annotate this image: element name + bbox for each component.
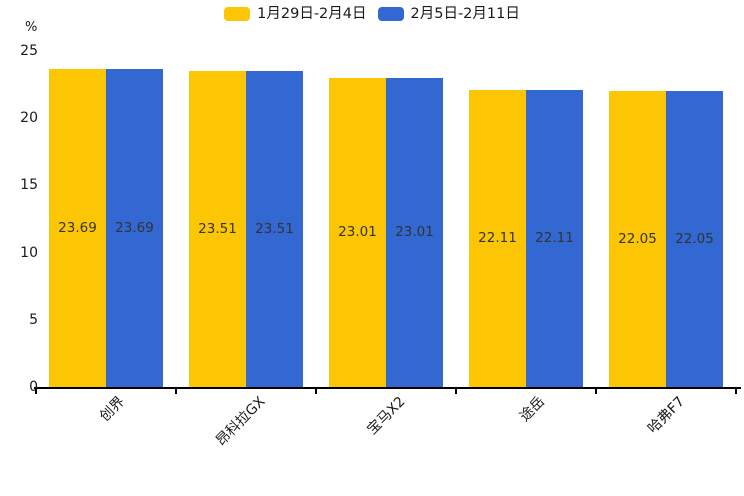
- x-axis-tick-mark: [735, 389, 737, 394]
- bar-series2-昂科拉GX: [246, 71, 303, 387]
- bar-series2-宝马X2: [386, 77, 443, 387]
- chart-legend: 1月29日-2月4日 2月5日-2月11日: [0, 5, 744, 23]
- bar-value-label: 22.11: [535, 230, 574, 247]
- x-category-label: 创界: [96, 393, 129, 425]
- bar-value-label: 23.01: [395, 224, 434, 241]
- x-axis-tick-mark: [315, 389, 317, 394]
- bar-series2-创界: [106, 68, 163, 387]
- x-axis-tick-mark: [595, 389, 597, 394]
- y-axis-tick-label: 20: [20, 110, 38, 127]
- x-axis-tick-mark: [455, 389, 457, 394]
- y-axis-tick-label: 25: [20, 43, 38, 59]
- y-axis-tick-label: 5: [29, 311, 38, 328]
- legend-item-week1: 1月29日-2月4日: [224, 5, 367, 23]
- x-axis-tick-mark: [35, 389, 37, 394]
- bar-series1-宝马X2: [329, 77, 386, 387]
- legend-swatch-week2-icon: [377, 7, 404, 21]
- legend-item-week2: 2月5日-2月11日: [377, 5, 520, 23]
- bar-value-label: 22.05: [675, 230, 714, 247]
- bar-value-label: 23.69: [115, 219, 154, 236]
- bar-value-label: 22.05: [618, 230, 657, 247]
- x-category-label: 昂科拉GX: [212, 393, 269, 450]
- x-category-label: 宝马X2: [363, 393, 409, 438]
- bar-series2-途岳: [526, 89, 583, 387]
- y-axis-unit-label: %: [25, 20, 38, 35]
- x-axis-line: [34, 387, 741, 389]
- x-axis-tick-mark: [175, 389, 177, 394]
- bar-series1-哈弗F7: [609, 90, 666, 387]
- bar-series1-创界: [49, 68, 106, 387]
- bar-value-label: 22.11: [478, 230, 517, 247]
- bar-series1-途岳: [469, 89, 526, 387]
- y-axis-tick-label: 15: [20, 177, 38, 194]
- x-category-label: 哈弗F7: [644, 393, 689, 437]
- x-category-label: 途岳: [516, 393, 549, 425]
- bar-value-label: 23.01: [338, 224, 377, 241]
- bar-series2-哈弗F7: [666, 90, 723, 387]
- bar-value-label: 23.51: [255, 221, 294, 237]
- y-axis-tick-label: 10: [20, 244, 38, 261]
- y-axis-tick-label: 0: [29, 379, 38, 395]
- bar-value-label: 23.69: [58, 219, 97, 236]
- legend-label-week2: 2月5日-2月11日: [410, 6, 520, 22]
- legend-label-week1: 1月29日-2月4日: [257, 6, 367, 22]
- bar-value-label: 23.51: [198, 221, 237, 237]
- bar-series1-昂科拉GX: [189, 71, 246, 387]
- legend-swatch-week1-icon: [224, 7, 251, 21]
